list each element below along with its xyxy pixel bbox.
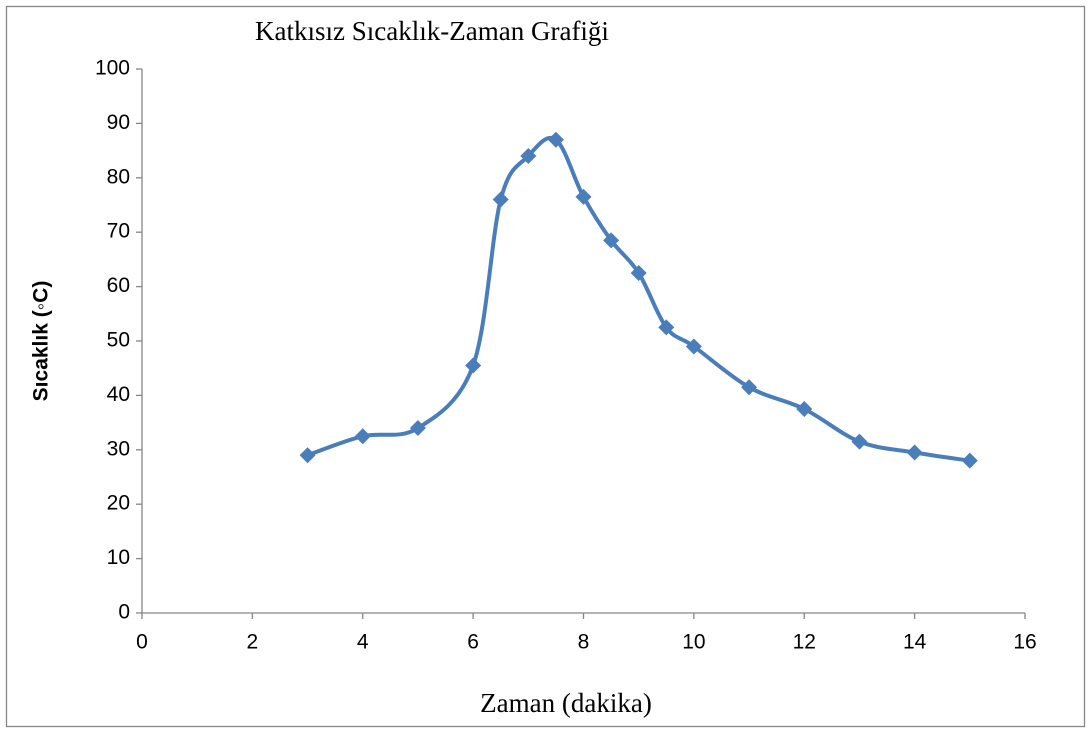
y-tick-label: 60 bbox=[107, 274, 130, 297]
data-point bbox=[685, 338, 702, 355]
data-point bbox=[492, 191, 509, 208]
y-tick-label: 80 bbox=[107, 165, 130, 188]
data-point bbox=[465, 357, 482, 374]
y-tick-label: 30 bbox=[107, 437, 130, 460]
y-axis-label: Sıcaklık (◦C) bbox=[30, 281, 53, 402]
x-tick-label: 6 bbox=[467, 631, 479, 654]
y-tick-label: 50 bbox=[107, 329, 130, 352]
data-point bbox=[906, 444, 923, 461]
y-tick-label: 70 bbox=[107, 220, 130, 243]
y-tick-label: 90 bbox=[107, 111, 130, 134]
data-point bbox=[851, 433, 868, 450]
chart-border bbox=[5, 5, 1086, 728]
data-point bbox=[630, 265, 647, 281]
series-line bbox=[306, 135, 971, 463]
data-point bbox=[961, 452, 978, 469]
x-tick-label: 14 bbox=[903, 631, 927, 654]
data-point bbox=[299, 447, 316, 464]
data-point bbox=[796, 401, 813, 417]
y-tick-label: 40 bbox=[107, 383, 130, 406]
x-tick-label: 12 bbox=[793, 631, 816, 654]
y-tick-label: 20 bbox=[107, 492, 130, 515]
x-tick-label: 4 bbox=[357, 631, 369, 654]
data-point bbox=[520, 148, 537, 165]
x-tick-label: 16 bbox=[1013, 631, 1036, 654]
data-point bbox=[409, 420, 426, 437]
y-tick-label: 0 bbox=[118, 601, 130, 624]
x-tick-label: 10 bbox=[682, 631, 705, 654]
data-point bbox=[547, 131, 564, 148]
x-tick-label: 2 bbox=[247, 631, 259, 654]
chart-title: Katkısız Sıcaklık-Zaman Grafiği bbox=[255, 16, 609, 46]
data-point bbox=[658, 319, 675, 336]
y-tick-label: 10 bbox=[107, 546, 130, 569]
data-point bbox=[741, 379, 758, 396]
x-tick-label: 0 bbox=[136, 631, 148, 654]
data-point bbox=[603, 232, 620, 249]
x-axis-label: Zaman (dakika) bbox=[480, 688, 652, 718]
data-point bbox=[575, 188, 592, 205]
y-tick-label: 100 bbox=[95, 57, 130, 80]
data-point bbox=[354, 428, 371, 445]
x-tick-label: 8 bbox=[578, 631, 590, 654]
